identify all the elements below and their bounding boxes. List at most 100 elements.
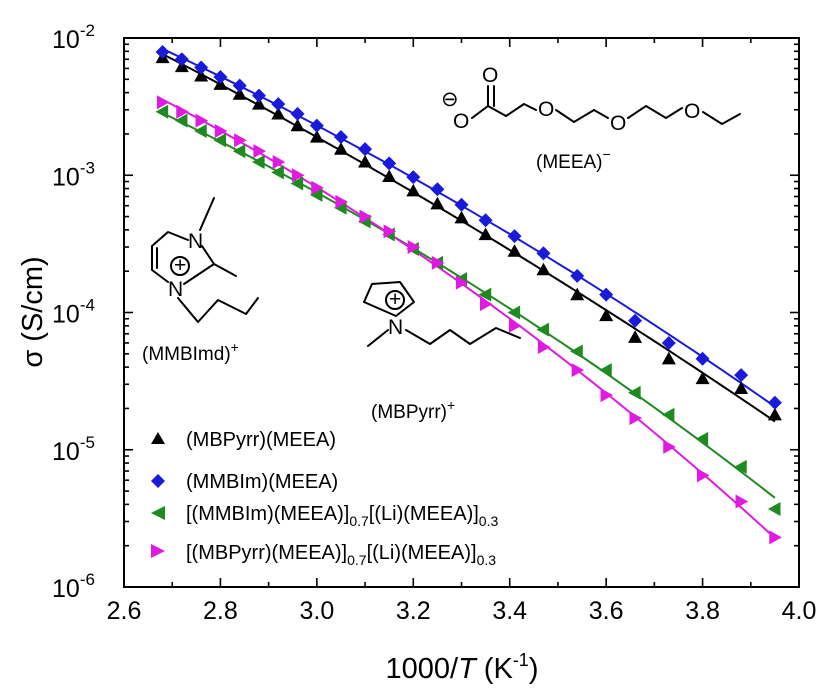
imidazolium-n1: N — [168, 278, 183, 301]
x-tick-label: 2.8 — [203, 597, 238, 625]
data-point-series-1 — [599, 287, 614, 302]
data-point-series-3 — [359, 209, 373, 224]
data-point-series-0 — [333, 142, 348, 155]
data-point-series-2 — [478, 287, 492, 302]
data-point-series-3 — [735, 494, 749, 509]
data-point-series-3 — [176, 104, 189, 119]
data-point-series-1 — [194, 60, 209, 75]
ether-oxygen-3: O — [684, 100, 700, 123]
chain-2 — [555, 109, 609, 123]
data-point-series-2 — [767, 502, 781, 517]
data-point-series-1 — [213, 69, 228, 84]
data-point-series-0 — [430, 196, 445, 210]
legend-item-mbpyrr-li-mixture: [(MBPyrr)(MEEA)]0.7[(Li)(MEEA)]0.3 — [151, 542, 496, 568]
data-point-series-0 — [252, 97, 266, 110]
anion-backbone — [471, 105, 507, 119]
n-methyl — [367, 329, 389, 347]
y-tick-label: 10-2 — [52, 21, 95, 54]
data-point-series-2 — [570, 344, 583, 359]
data-point-series-0 — [406, 183, 421, 197]
data-point-series-3 — [291, 168, 305, 183]
positive-charge-icon: + — [174, 254, 186, 277]
data-point-series-1 — [734, 368, 749, 383]
data-point-series-3 — [234, 133, 247, 148]
data-point-series-1 — [174, 52, 189, 67]
legend-label: [(MBPyrr)(MEEA)]0.7[(Li)(MEEA)]0.3 — [186, 542, 496, 568]
fit-curve-series-1 — [162, 47, 776, 408]
y-tick-label: 10-3 — [52, 158, 95, 191]
data-point-series-0 — [570, 287, 585, 301]
data-point-series-0 — [734, 381, 749, 394]
data-point-series-2 — [252, 154, 265, 169]
data-point-series-2 — [628, 385, 641, 400]
legend-marker-triangle-right — [151, 544, 165, 558]
data-point-series-3 — [195, 113, 209, 128]
x-tick-label: 3.0 — [299, 597, 334, 625]
chain-3 — [627, 105, 683, 119]
x-tick-label: 4.0 — [782, 597, 817, 625]
data-point-series-1 — [628, 313, 643, 328]
ring-bond — [201, 245, 215, 265]
carbonyl-oxygen: O — [482, 64, 498, 87]
data-point-series-2 — [695, 431, 709, 446]
data-point-series-2 — [194, 124, 207, 139]
data-point-series-0 — [290, 118, 305, 132]
data-point-series-0 — [382, 169, 397, 183]
x-axis-ticks: 2.6 2.8 3.0 3.2 3.4 3.6 3.8 4.0 — [107, 38, 817, 625]
data-point-series-1 — [382, 156, 397, 171]
data-point-series-2 — [155, 104, 169, 119]
pyrrolidinium-charge-circle — [385, 290, 405, 310]
data-point-series-2 — [536, 322, 550, 337]
data-point-series-0 — [478, 227, 493, 241]
imidazolium-ring — [151, 231, 189, 283]
legend-label: (MBPyrr)(MEEA) — [186, 429, 336, 451]
data-point-series-3 — [455, 275, 469, 290]
legend-marker-triangle-left — [151, 506, 165, 520]
imidazolium-n3: N — [188, 230, 203, 253]
data-point-series-3 — [769, 530, 782, 545]
legend-marker-diamond — [151, 474, 165, 488]
data-point-series-1 — [478, 213, 493, 228]
butyl-chain — [405, 327, 521, 345]
x-axis-title: 1000/T (K-1) — [386, 650, 539, 685]
data-point-series-0 — [536, 262, 551, 276]
data-point-series-3 — [383, 224, 397, 239]
pyrrolidinium-structure: N + (MBPyrr)+ — [363, 281, 521, 423]
data-point-series-3 — [214, 124, 228, 139]
y-axis-ticks: 10-2 10-3 10-4 10-5 10-6 — [52, 21, 799, 603]
data-point-series-3 — [253, 144, 266, 159]
data-point-series-2 — [213, 133, 227, 148]
data-point-series-0 — [628, 330, 643, 343]
data-point-series-0 — [358, 154, 373, 168]
negative-charge-icon: ⊖ — [441, 88, 459, 111]
data-point-series-1 — [333, 129, 348, 144]
pyrrolidinium-n: N — [388, 316, 403, 339]
imidazolium-structure: N N + (MMBImd)+ — [142, 197, 259, 365]
data-point-series-1 — [232, 78, 247, 93]
x-tick-label: 3.4 — [492, 597, 527, 625]
x-tick-label: 2.6 — [107, 597, 142, 625]
data-point-series-1 — [430, 182, 445, 197]
meea-anion-structure: O O ⊖ O O O (MEEA)− — [441, 64, 741, 173]
n-methyl — [199, 197, 215, 231]
data-point-series-1 — [454, 197, 469, 212]
legend-label: (MMBIm)(MEEA) — [186, 471, 338, 493]
data-point-series-3 — [272, 154, 286, 169]
ether-oxygen-1: O — [538, 98, 554, 121]
legend-marker-triangle-up — [151, 432, 165, 444]
imidazolium-charge-circle — [170, 256, 190, 276]
data-point-series-3 — [696, 468, 710, 483]
data-point-series-2 — [174, 113, 188, 128]
data-point-series-1 — [507, 229, 522, 244]
carboxylate-oxygen: O — [453, 110, 469, 133]
data-point-series-3 — [431, 255, 445, 270]
data-point-series-1 — [290, 106, 305, 121]
butyl-chain — [177, 297, 259, 323]
data-point-series-2 — [271, 165, 284, 180]
pyrrolidinium-ring — [363, 281, 415, 317]
anion-label: (MEEA)− — [536, 146, 611, 173]
x-tick-label: 3.6 — [589, 597, 624, 625]
positive-charge-icon: + — [389, 288, 401, 311]
data-point-series-1 — [767, 395, 782, 410]
